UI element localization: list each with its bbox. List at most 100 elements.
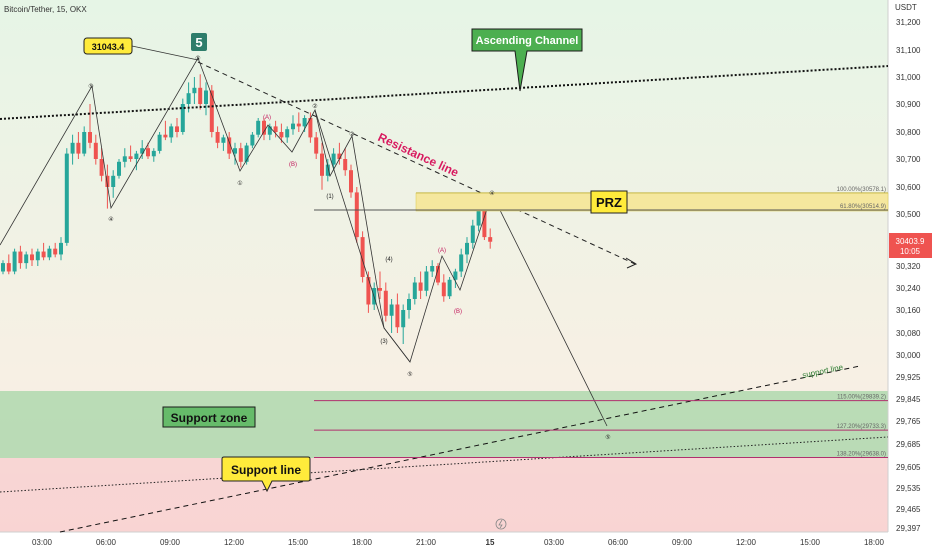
time-tick-label: 09:00 [160,538,181,547]
time-tick-label: 12:00 [224,538,245,547]
candle-body [273,126,278,132]
candle-body [227,137,232,154]
price-axis-ticks: 31,200 31,100 31,000 30,900 30,800 30,700 30,6… [896,18,921,533]
candle-body [360,237,365,277]
candle-body [209,90,214,132]
candle-body [221,137,226,143]
support-line-callout[interactable]: Support line [221,456,311,493]
candle-body [476,208,481,226]
candle-body [122,156,127,162]
prz-text: PRZ [596,195,622,210]
price-tick-label: 30,800 [896,128,921,137]
price-tick-label: 29,925 [896,373,921,382]
price-label-callout[interactable]: 31043.4 [83,37,133,55]
candle-body [354,192,359,238]
time-tick-label: 15:00 [800,538,821,547]
price-tick-label: 30,700 [896,155,921,164]
candle-body [117,161,121,176]
wave-label: (1) [326,194,333,200]
price-tick-label: 30,080 [896,329,921,338]
candle-body [418,282,423,291]
candle-body [441,282,446,297]
ascending-channel-text: Ascending Channel [476,35,579,47]
candle-body [302,118,307,127]
candle-body [453,271,458,280]
candle-body [30,254,34,261]
time-tick-label: 18:00 [352,538,373,547]
candle-body [12,251,17,272]
candle-body [24,254,29,264]
fib-label: 138.20%(29638.0) [837,452,886,458]
wave-label: (A) [263,115,271,121]
candle-body [424,271,429,291]
candle-body [482,208,487,238]
candle-body [128,156,133,159]
candle-body [105,175,110,187]
candle-body [378,288,382,291]
candle-body [488,237,493,242]
candle-body [157,134,162,151]
time-tick-label: 03:00 [544,538,565,547]
last-price-countdown: 10:05 [900,247,921,256]
candle-body [262,120,266,135]
price-label-text: 31043.4 [92,42,125,52]
wave-label: ④ [108,216,113,223]
price-tick-label: 30,500 [896,210,921,219]
candle-body [470,225,475,243]
candle-body [111,175,116,187]
candle-body [447,279,452,297]
wave-labels-group: ⑤ ④ ⑤ (A) (B) ① ② (1) ② (3) (4) ⑤ (A) (B) ④ ⑤ [88,55,610,441]
resistance-arrowhead [625,257,638,269]
candle-body [407,299,411,310]
ascending-channel-callout[interactable]: Ascending Channel [471,28,583,92]
leader-line-price [131,45,199,61]
lightning-icon[interactable] [495,518,507,530]
candle-body [285,129,290,138]
candle-body [233,148,237,154]
time-tick-label: 03:00 [32,538,53,547]
last-price-value: 30403.9 [896,237,925,246]
fib-levels-group: 100.00%(30578.1) 61.80%(30514.9) 115.00%(2… [314,187,888,459]
candle-body [250,134,255,146]
chart-title: Bitcoin/Tether, 15, OKX [4,5,87,14]
candle-body [82,132,87,154]
wave-label: ② [312,103,317,110]
candle-body [146,148,150,157]
candle-body [204,90,208,104]
wave5-badge: 5 [191,33,207,51]
support-line-text: Support line [231,463,301,477]
price-tick-label: 29,685 [896,440,921,449]
candle-body [151,150,156,157]
fib-label: 100.00%(30578.1) [837,187,886,193]
candle-body [401,310,406,328]
candle-body [349,170,353,193]
wave-label: (4) [385,257,392,263]
candle-body [140,148,145,154]
candle-body [93,142,98,159]
candle-body [41,251,46,258]
wave-label: ② [349,131,354,138]
candle-body [175,126,179,132]
wave-label: ④ [489,190,494,197]
candle-body [366,277,371,305]
price-tick-label: 31,200 [896,18,921,27]
wave-label: (B) [454,309,462,315]
support-line-upper [59,365,861,533]
support-area-band [0,458,888,532]
price-tick-label: 30,320 [896,262,921,271]
candle-body [88,132,92,143]
candle-body [383,290,388,316]
prz-callout[interactable]: PRZ [590,190,628,214]
candle-body [215,132,220,143]
support-zone-callout[interactable]: Support zone [162,406,256,428]
price-tick-label: 30,160 [896,306,921,315]
candle-body [70,142,75,154]
price-tick-label: 30,000 [896,351,921,360]
candle-body [198,87,203,104]
currency-label: USDT [895,3,917,12]
candle-body [412,282,417,299]
candle-body [59,242,63,255]
price-tick-label: 31,000 [896,73,921,82]
